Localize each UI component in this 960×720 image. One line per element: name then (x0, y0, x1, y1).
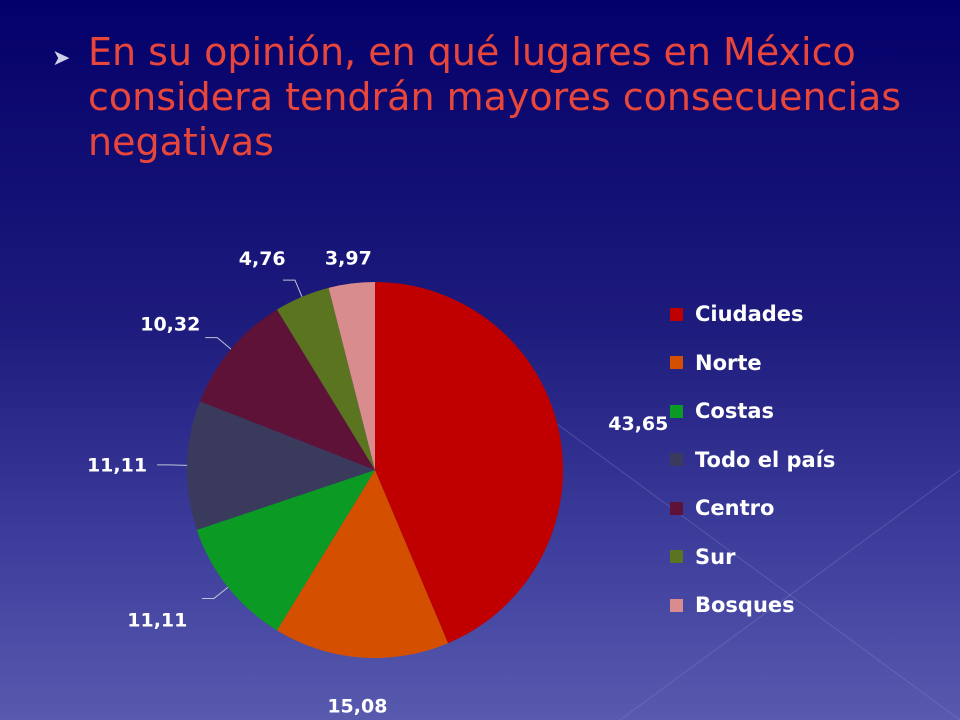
legend-label: Centro (695, 496, 775, 521)
legend-item: Norte (670, 339, 835, 388)
legend-item: Ciudades (670, 290, 835, 339)
pie-slice-costas (196, 470, 375, 631)
slide-title: En su opinión, en qué lugares en México … (88, 30, 902, 164)
data-label: 11,11 (87, 454, 147, 476)
pie-slice-bosques (328, 282, 375, 470)
legend-label: Todo el país (695, 447, 836, 472)
data-label: 43,65 (608, 413, 668, 435)
leader-line (205, 337, 232, 350)
legend-swatch (670, 550, 683, 564)
pie-slice-norte (276, 470, 449, 658)
legend-item: Todo el país (670, 436, 835, 485)
legend-label: Norte (695, 350, 762, 375)
legend-label: Costas (695, 399, 775, 424)
legend-label: Ciudades (695, 302, 804, 327)
legend-swatch (670, 307, 683, 321)
pie-slice-todo-el-país (187, 401, 375, 530)
data-label: 4,76 (239, 248, 286, 270)
legend-swatch (670, 356, 683, 370)
leader-line (282, 279, 303, 297)
data-label: 3,97 (325, 248, 372, 270)
leader-line (201, 586, 229, 599)
pie-slice-centro (199, 309, 375, 470)
bullet-arrow-icon: ➤ (52, 46, 71, 71)
legend-swatch (670, 598, 683, 612)
data-label: 15,08 (327, 695, 387, 717)
legend-label: Sur (695, 544, 736, 569)
legend-swatch (670, 453, 683, 467)
data-label: 10,32 (140, 313, 200, 335)
legend-item: Costas (670, 387, 835, 436)
pie-slice-sur (276, 287, 375, 470)
legend-item: Sur (670, 533, 835, 582)
data-label: 11,11 (127, 610, 187, 632)
legend-item: Centro (670, 484, 835, 533)
legend-swatch (670, 404, 683, 418)
legend-item: Bosques (670, 581, 835, 630)
pie-slice-ciudades (375, 282, 563, 644)
legend-swatch (670, 501, 683, 515)
chart-legend: Ciudades Norte Costas Todo el país Centro Sur… (670, 290, 835, 630)
legend-label: Bosques (695, 593, 795, 618)
